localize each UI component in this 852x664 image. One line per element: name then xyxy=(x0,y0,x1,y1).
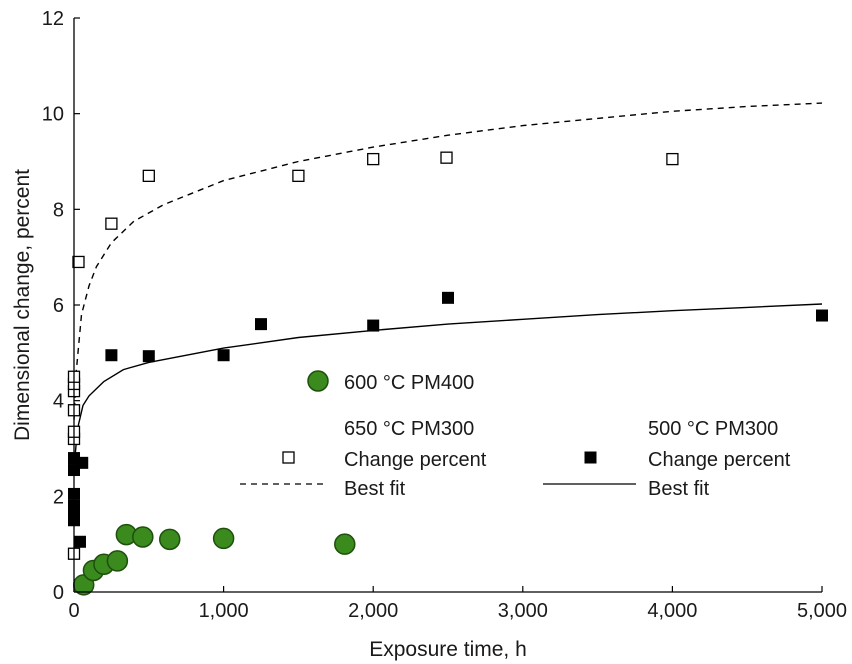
y-tick-label: 0 xyxy=(53,582,64,604)
data-point-650-pm300 xyxy=(666,152,679,166)
x-tick-label: 2,000 xyxy=(348,600,398,622)
legend-label-500-best-fit: Best fit xyxy=(648,478,710,500)
axis-ticks: 0 2 4 6 8 10 12 0 1,000 2,000 3,000 4,000 5,000 xyxy=(42,8,847,622)
data-point-pm400 xyxy=(106,550,129,572)
data-point-650-pm300 xyxy=(292,169,305,183)
data-point-pm400 xyxy=(132,526,154,548)
data-point-500-pm300 xyxy=(76,456,89,469)
data-point-500-pm300 xyxy=(816,309,828,322)
legend-marker-650-open-square xyxy=(282,451,295,464)
legend: 600 °C PM400 650 °C PM300 Change percent… xyxy=(240,370,791,500)
y-tick-label: 4 xyxy=(53,391,64,413)
y-axis-title: Dimensional change, percent xyxy=(11,169,34,441)
y-tick-label: 6 xyxy=(53,295,64,317)
best-fit-line-500 xyxy=(73,303,823,468)
y-tick-label: 12 xyxy=(42,8,64,30)
legend-title-650-pm300: 650 °C PM300 xyxy=(344,418,474,440)
legend-label-pm400: 600 °C PM400 xyxy=(344,372,474,394)
legend-label-650-change-percent: Change percent xyxy=(344,449,487,471)
legend-marker-500-filled-square xyxy=(584,451,597,464)
plot-area xyxy=(67,102,828,596)
data-point-500-pm300 xyxy=(442,291,454,304)
data-point-pm400 xyxy=(158,528,181,551)
legend-title-500-pm300: 500 °C PM300 xyxy=(648,418,778,440)
data-point-pm400 xyxy=(212,527,235,550)
x-tick-label: 3,000 xyxy=(498,600,548,622)
legend-label-500-change-percent: Change percent xyxy=(648,449,791,471)
data-point-500-pm300 xyxy=(255,318,267,331)
x-tick-label: 4,000 xyxy=(647,600,697,622)
best-fit-line-650 xyxy=(73,102,823,420)
legend-marker-pm400 xyxy=(307,370,329,392)
x-tick-label: 0 xyxy=(68,600,79,622)
data-point-500-pm300 xyxy=(142,350,155,363)
data-point-650-pm300 xyxy=(105,217,118,230)
data-point-500-pm300 xyxy=(367,319,380,332)
x-tick-label: 1,000 xyxy=(199,600,249,622)
y-tick-label: 8 xyxy=(53,199,64,221)
data-point-650-pm300 xyxy=(440,151,453,164)
x-axis-title: Exposure time, h xyxy=(369,638,527,661)
y-tick-label: 10 xyxy=(42,104,64,126)
data-point-pm400 xyxy=(334,533,356,555)
data-point-500-pm300 xyxy=(217,349,230,362)
data-point-500-pm300 xyxy=(73,535,86,548)
data-point-650-pm300 xyxy=(72,255,85,269)
legend-label-650-best-fit: Best fit xyxy=(344,478,406,500)
y-tick-label: 2 xyxy=(53,486,64,508)
data-point-500-pm300 xyxy=(105,349,118,362)
data-point-650-pm300 xyxy=(367,152,380,166)
data-point-650-pm300 xyxy=(142,169,155,183)
x-tick-label: 5,000 xyxy=(797,600,847,622)
